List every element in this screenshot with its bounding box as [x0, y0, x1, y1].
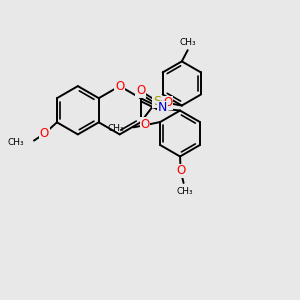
Text: O: O	[40, 127, 49, 140]
Text: O: O	[115, 80, 124, 93]
Text: CH₃: CH₃	[180, 38, 196, 47]
Text: O: O	[176, 164, 185, 177]
Text: CH₃: CH₃	[8, 137, 25, 146]
Text: O: O	[140, 118, 150, 130]
Text: CH₃: CH₃	[108, 124, 124, 133]
Text: CH₃: CH₃	[177, 187, 194, 196]
Text: N: N	[158, 101, 167, 114]
Text: O: O	[163, 96, 172, 109]
Text: O: O	[136, 84, 145, 97]
Text: S: S	[153, 94, 161, 108]
